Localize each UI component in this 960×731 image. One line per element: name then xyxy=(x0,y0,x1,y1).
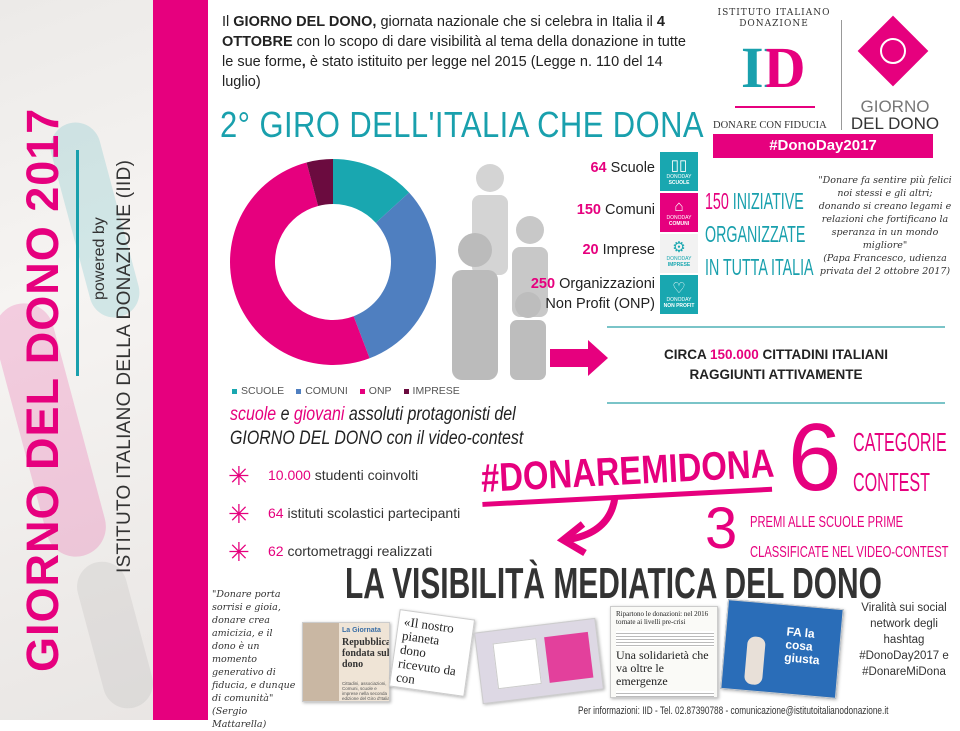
stat-scuole: 64 Scuole xyxy=(590,160,655,176)
contest-stat: 62 cortometraggi realizzati xyxy=(268,543,433,559)
people-icon xyxy=(452,164,548,380)
logo-divider xyxy=(841,20,842,130)
powered-by-label: powered by xyxy=(91,217,108,300)
asterisk-icon: ✳ xyxy=(228,461,250,491)
arrow-right-icon xyxy=(550,349,590,367)
tv-brand-panel xyxy=(544,631,594,683)
chart-legend: SCUOLE COMUNI ONP IMPRESE xyxy=(232,385,472,397)
categories-number: 6 xyxy=(788,404,842,511)
asterisk-icon: ✳ xyxy=(228,499,250,529)
donut-slice-scuole xyxy=(333,159,410,223)
tv-logo-panel xyxy=(492,638,542,690)
categories-text: CATEGORIE CONTEST xyxy=(853,427,947,497)
giorno-del-dono-diamond-icon xyxy=(857,15,929,87)
book-icon: ▯▯ xyxy=(670,157,688,174)
curved-arrow-icon xyxy=(556,496,619,557)
arrow-head xyxy=(588,340,608,376)
donut-slice-comuni xyxy=(353,192,437,359)
hashtag-banner: #DonoDay2017 xyxy=(713,134,933,158)
divider xyxy=(607,402,945,404)
reach-text: CIRCA 150.000 CITTADINI ITALIANI RAGGIUNT… xyxy=(663,347,889,382)
virality-text: Viralità sui social network degli hashta… xyxy=(859,602,949,678)
heart-icon: ♡ xyxy=(672,280,686,297)
sidebar-divider xyxy=(76,150,79,376)
press-clip: Ripartono le donazioni: nel 2016 tornate… xyxy=(610,606,718,698)
legend-label: ONP xyxy=(368,385,392,397)
donut-slice-imprese xyxy=(306,159,333,206)
photo xyxy=(303,623,339,701)
tile-imprese: ⚙ DONODAY IMPRESE xyxy=(660,234,698,273)
pink-band xyxy=(153,0,208,720)
initiatives-text: 150 INIZIATIVE ORGANIZZATE IN TUTTA ITAL… xyxy=(705,188,814,280)
contest-stat: 10.000 studenti coinvolti xyxy=(268,467,419,483)
schools-text: scuole e giovani assoluti protagonisti d… xyxy=(230,404,524,449)
gears-icon: ⚙ xyxy=(672,239,686,256)
stat-imprese: 20 Imprese xyxy=(582,242,655,258)
prizes-number: 3 xyxy=(705,496,738,561)
main-title: 2° GIRO DELL'ITALIA CHE DONA xyxy=(220,104,704,145)
legend-item: COMUNI xyxy=(296,385,348,397)
donut-slice-onp xyxy=(229,162,370,365)
logo-underline xyxy=(735,106,815,108)
press-clip: La Giornata Repubblica fondata sul dono … xyxy=(302,622,390,702)
donut-chart xyxy=(229,159,437,365)
logo-arc-text: ISTITUTO ITALIANO DONAZIONE xyxy=(717,8,831,29)
legend-label: IMPRESE xyxy=(412,385,460,397)
brand-line1: GIORNO xyxy=(860,97,930,116)
stat-comuni: 150 Comuni xyxy=(576,202,655,218)
divider xyxy=(607,326,945,328)
logo-monogram: ID xyxy=(741,35,806,100)
pope-quote: "Donare fa sentire più felici noi stessi… xyxy=(818,175,952,277)
building-icon: ⌂ xyxy=(674,198,684,215)
watermark-shape xyxy=(71,556,153,714)
legend-item: ONP xyxy=(359,385,392,397)
stat-onp: 250 Organizzazioni Non Profit (ONP) xyxy=(530,276,655,312)
contest-stat: 64 istituti scolastici partecipanti xyxy=(268,505,461,521)
tile-non-profit: ♡ DONODAY NON PROFIT xyxy=(660,275,698,314)
tv-screenshot: FA la cosa giusta xyxy=(720,599,844,699)
legend-swatch xyxy=(296,388,302,394)
legend-swatch xyxy=(359,388,365,394)
legend-swatch xyxy=(232,388,237,394)
legend-item: SCUOLE xyxy=(232,385,284,397)
tile-scuole: ▯▯ DONODAY SCUOLE xyxy=(660,152,698,191)
mattarella-quote: "Donare porta sorrisi e gioia, donare cr… xyxy=(212,589,296,730)
logo-tagline: DONARE CON FIDUCIA xyxy=(713,120,827,131)
intro-text: Il GIORNO DEL DONO, giornata nazionale c… xyxy=(222,14,686,90)
media-title: LA VISIBILITÀ MEDIATICA DEL DONO xyxy=(345,559,882,608)
press-clip: «Il nostro pianeta dono ricevuto da con xyxy=(388,609,476,697)
contest-hashtag: #DONAREMIDONA xyxy=(480,439,840,507)
asterisk-icon: ✳ xyxy=(228,537,250,567)
footer-contact: Per informazioni: IID - Tel. 02.87390788… xyxy=(578,705,889,717)
tv-screenshot xyxy=(474,617,604,705)
legend-swatch xyxy=(403,388,409,394)
tile-comuni: ⌂ DONODAY COMUNI xyxy=(660,193,698,232)
brand-line2: DEL DONO xyxy=(850,114,940,133)
legend-label: COMUNI xyxy=(305,385,348,397)
logo-block: ISTITUTO ITALIANO DONAZIONE ID DONARE CO… xyxy=(705,8,950,158)
legend-item: IMPRESE xyxy=(403,385,460,397)
prizes-text: PREMI ALLE SCUOLE PRIME CLASSIFICATE NEL … xyxy=(750,514,949,561)
sidebar-organization: ISTITUTO ITALIANO DELLA DONAZIONE (IID) xyxy=(114,159,135,573)
sidebar-title: GIORNO DEL DONO 2017 xyxy=(17,107,68,672)
legend-label: SCUOLE xyxy=(241,385,285,397)
